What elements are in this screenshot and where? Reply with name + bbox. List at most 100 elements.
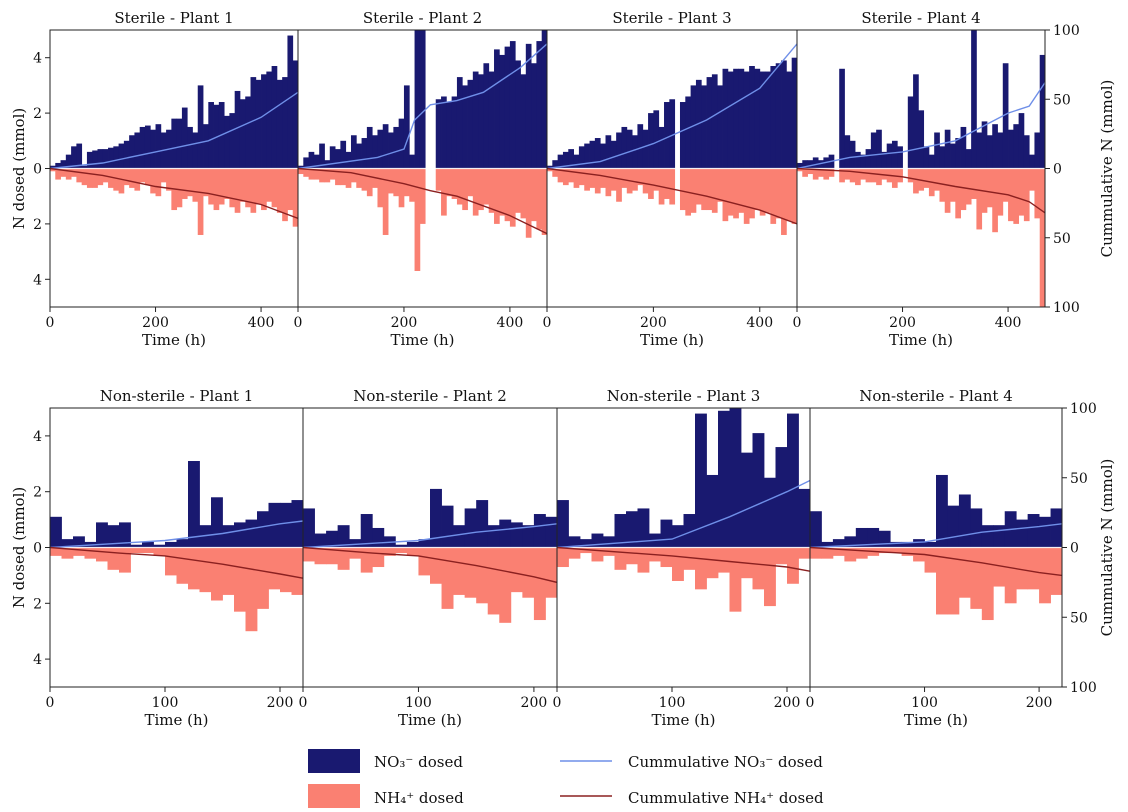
nh4-bar xyxy=(1050,547,1062,595)
nh4-bar xyxy=(584,168,590,191)
no3-bar xyxy=(1050,508,1062,548)
nh4-bar xyxy=(446,168,453,197)
nh4-bar xyxy=(197,168,204,235)
no3-bar xyxy=(499,54,506,169)
nh4-bar xyxy=(637,168,644,186)
nh4-bar xyxy=(419,168,426,224)
no3-bar xyxy=(250,77,257,169)
nh4-bar xyxy=(947,547,960,615)
x-tick-label: 200 xyxy=(889,315,916,331)
nh4-bar xyxy=(203,168,209,197)
nh4-bar xyxy=(123,168,130,186)
x-tick-label: 0 xyxy=(553,695,562,711)
nh4-bar xyxy=(717,168,723,202)
y-tick-label: 0 xyxy=(33,162,42,178)
nh4-bar xyxy=(113,168,119,191)
nh4-bar xyxy=(499,547,512,623)
legend-nh4-bar-swatch xyxy=(308,784,360,808)
nh4-bar xyxy=(775,547,788,565)
cumulative-no3-line xyxy=(303,523,557,549)
nh4-bar xyxy=(360,547,373,573)
nh4-bar xyxy=(660,547,673,568)
nh4-bar xyxy=(855,168,861,186)
no3-bar xyxy=(476,500,489,548)
no3-bar xyxy=(891,140,898,169)
nh4-bar xyxy=(229,168,236,208)
no3-bar xyxy=(752,433,765,548)
nh4-bar xyxy=(545,547,557,598)
no3-bar xyxy=(810,511,822,548)
no3-bar xyxy=(287,35,294,169)
nh4-bar xyxy=(456,168,463,205)
no3-bar xyxy=(446,102,453,169)
no3-bar xyxy=(981,121,988,169)
nh4-bar xyxy=(764,547,776,607)
nh4-bar xyxy=(807,168,814,175)
nh4-bar xyxy=(55,168,61,180)
no3-bar xyxy=(727,71,734,169)
nh4-bar xyxy=(84,547,97,559)
nh4-bar xyxy=(939,168,946,202)
x-tick-label: 400 xyxy=(995,315,1022,331)
panel-7: Non-sterile - Plant 3 0 100 200 Time (h) xyxy=(553,387,811,729)
x-tick-label: 0 xyxy=(543,315,552,331)
no3-bar xyxy=(614,514,627,548)
y-tick-label: 4 xyxy=(33,652,42,668)
no3-bar xyxy=(711,74,718,169)
no3-bar xyxy=(414,30,421,169)
nh4-bar xyxy=(282,168,288,222)
nh4-bar xyxy=(398,168,405,208)
no3-bar xyxy=(504,46,511,169)
no3-bar xyxy=(382,124,389,169)
x-tick-label: 0 xyxy=(46,695,55,711)
no3-bar xyxy=(76,143,83,169)
no3-bar xyxy=(562,151,569,169)
nh4-bar xyxy=(144,168,151,186)
no3-bar xyxy=(171,118,178,169)
panel-plot-area xyxy=(50,35,298,235)
no3-bar xyxy=(580,539,592,548)
nh4-bar xyxy=(1027,547,1040,590)
nh4-bar xyxy=(314,547,327,565)
no3-bar xyxy=(326,530,339,548)
no3-bar xyxy=(679,102,686,169)
no3-bar xyxy=(928,154,935,169)
nh4-bar xyxy=(308,168,315,180)
no3-bar xyxy=(488,71,495,169)
no3-bar xyxy=(467,79,474,169)
legend-no3-bar-swatch xyxy=(308,749,360,773)
y2-tick-label: 100 xyxy=(1070,401,1097,417)
no3-bar xyxy=(860,154,866,169)
nh4-bar xyxy=(1029,168,1035,191)
nh4-bar xyxy=(621,168,628,188)
nh4-bar xyxy=(683,547,696,570)
nh4-bar xyxy=(832,547,845,556)
no3-bar xyxy=(522,525,535,548)
no3-bar xyxy=(997,132,1004,169)
nh4-bar xyxy=(211,547,223,601)
nh4-bar xyxy=(616,168,622,202)
no3-bar xyxy=(839,68,845,169)
nh4-bar xyxy=(153,547,166,556)
nh4-bar xyxy=(786,168,793,222)
no3-bar xyxy=(303,157,309,169)
nh4-bar xyxy=(754,168,761,211)
nh4-bar xyxy=(213,168,220,211)
nh4-bar xyxy=(150,168,156,194)
no3-bar xyxy=(165,541,177,548)
no3-bar xyxy=(360,514,373,548)
no3-bar xyxy=(418,539,431,548)
nh4-bar xyxy=(706,168,713,211)
no3-bar xyxy=(685,96,692,169)
nh4-bar xyxy=(509,168,516,227)
nh4-bar xyxy=(1008,168,1014,222)
nh4-bar xyxy=(255,168,262,205)
no3-bar xyxy=(578,146,585,169)
nh4-bar xyxy=(522,547,535,598)
nh4-bar xyxy=(839,168,845,183)
no3-bar xyxy=(775,63,782,169)
cumulative-nh4-line xyxy=(810,546,1062,577)
nh4-bar xyxy=(441,168,447,216)
no3-bar xyxy=(366,126,373,169)
